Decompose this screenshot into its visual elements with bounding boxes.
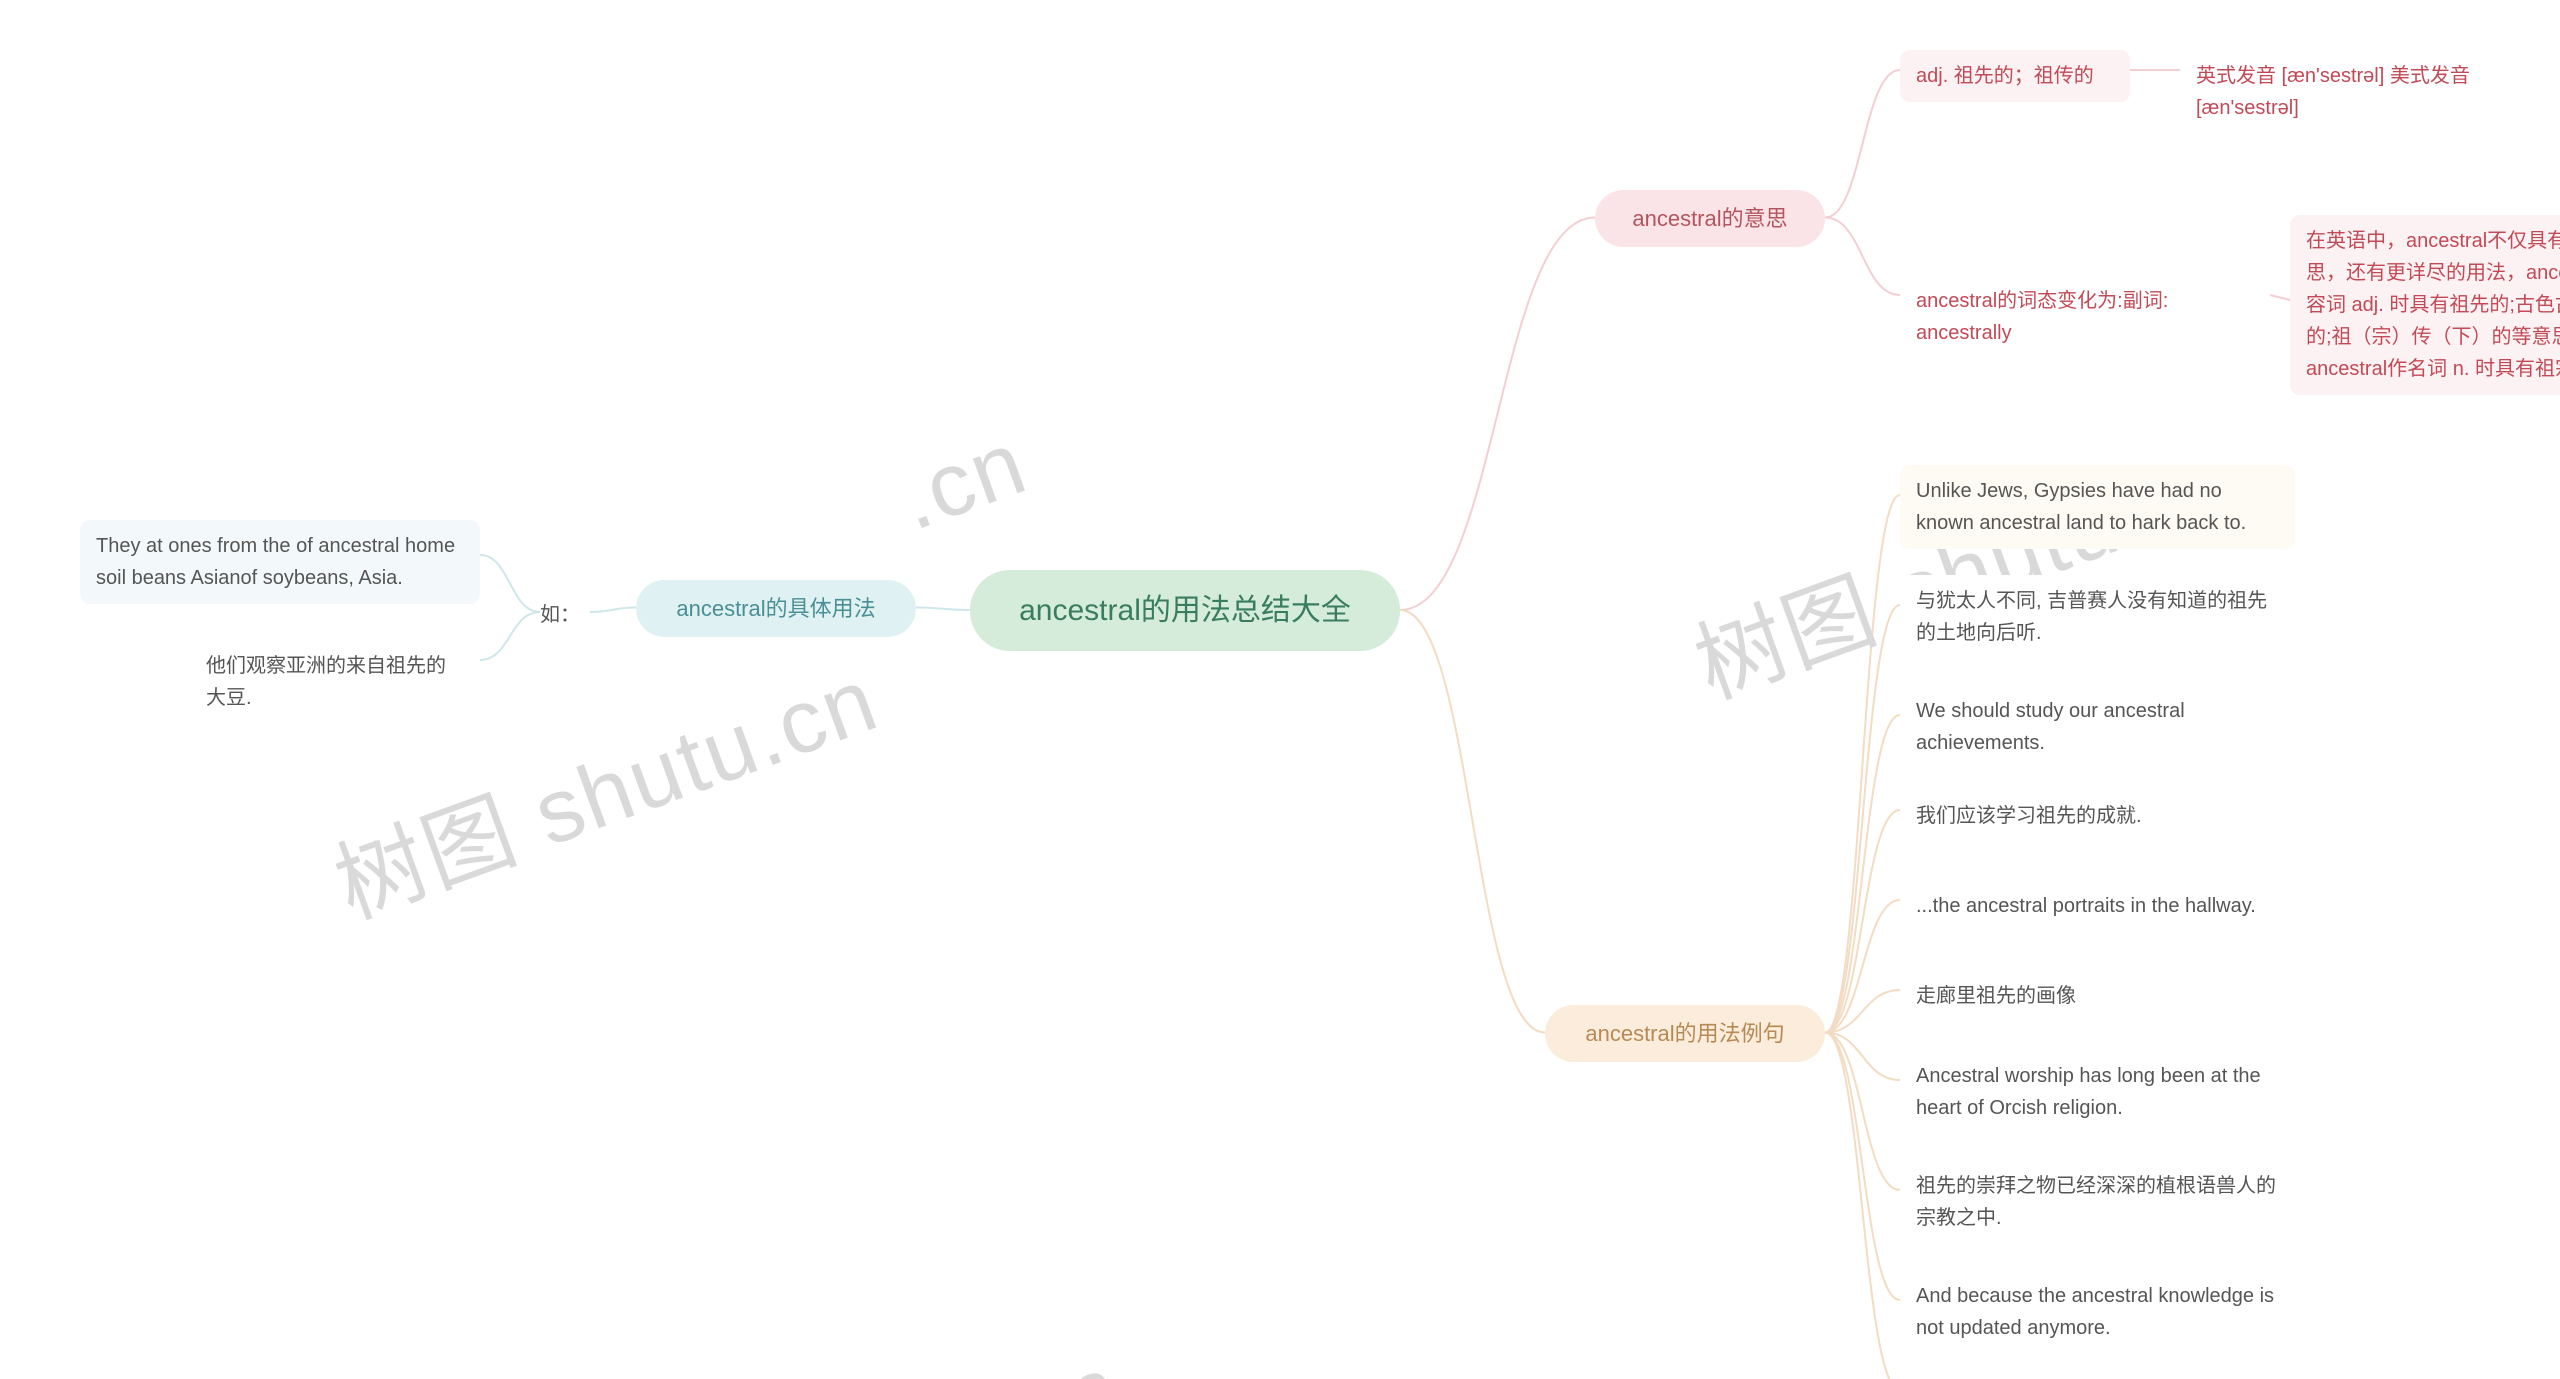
leaf-example: And because the ancestral knowledge is n… (1900, 1270, 2295, 1354)
leaf-example: Ancestral worship has long been at the h… (1900, 1050, 2295, 1134)
leaf-meaning-pron: 英式发音 [æn'sestrəl] 美式发音 [æn'sestrəl] (2180, 50, 2560, 134)
leaf-meaning-explain: 在英语中，ancestral不仅具有上述意思，还有更详尽的用法，ancestra… (2290, 215, 2560, 395)
leaf-meaning-def: adj. 祖先的；祖传的 (1900, 50, 2130, 102)
leaf-meaning-morph: ancestral的词态变化为:副词: ancestrally (1900, 275, 2270, 359)
root-node[interactable]: ancestral的用法总结大全 (970, 570, 1400, 651)
label-ru: 如： (540, 598, 580, 627)
leaf-example: 与犹太人不同, 吉普赛人没有知道的祖先的土地向后听. (1900, 575, 2295, 659)
branch-examples[interactable]: ancestral的用法例句 (1545, 1005, 1825, 1062)
leaf-example: 祖先的崇拜之物已经深深的植根语兽人的宗教之中. (1900, 1160, 2295, 1244)
branch-meaning[interactable]: ancestral的意思 (1595, 190, 1825, 247)
watermark: cn (1005, 1336, 1133, 1379)
watermark: 树图 shutu.cn (1675, 407, 2252, 723)
leaf-usage-zh: 他们观察亚洲的来自祖先的大豆. (190, 640, 480, 724)
leaf-example: Unlike Jews, Gypsies have had no known a… (1900, 465, 2295, 549)
leaf-example: 因为祖先的知识已经不再被传承. (1900, 1370, 2295, 1379)
leaf-example: 走廊里祖先的画像 (1900, 970, 2295, 1022)
leaf-example: 我们应该学习祖先的成就. (1900, 790, 2295, 842)
leaf-usage-en: They at ones from the of ancestral home … (80, 520, 480, 604)
leaf-example: We should study our ancestral achievemen… (1900, 685, 2295, 769)
watermark: .cn (886, 412, 1040, 552)
leaf-example: ...the ancestral portraits in the hallwa… (1900, 880, 2295, 932)
branch-usage[interactable]: ancestral的具体用法 (636, 580, 916, 637)
